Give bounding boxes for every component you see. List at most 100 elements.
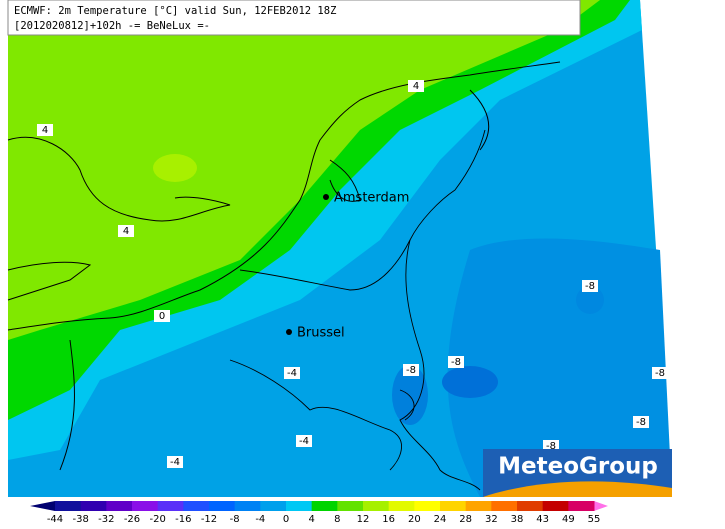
- contour-label-box: [652, 367, 668, 379]
- coast-continent: [7, 61, 561, 331]
- contour-label-box: [296, 435, 312, 447]
- colorbar-tick-label: 49: [562, 514, 575, 525]
- colorbar-segment: [183, 501, 210, 511]
- contour-label-box: [37, 124, 53, 136]
- border-nl-be: [239, 129, 486, 291]
- city-dot: [286, 329, 292, 335]
- city-dot: [323, 194, 329, 200]
- borders: [229, 129, 486, 491]
- colorbar-tick-label: -8: [230, 514, 240, 525]
- contour-label: -8: [406, 365, 416, 376]
- colorbar-tick-label: 0: [283, 514, 289, 525]
- contour-label: -8: [546, 441, 556, 452]
- contour-label: -8: [585, 281, 595, 292]
- map-fields: [8, 0, 672, 497]
- contour-labels: 4 4 4 0 -8 -8 -8 -4 -8 -8 -4 -4 -8: [37, 80, 668, 468]
- colorbar-tick-label: 38: [511, 514, 524, 525]
- contour-label-box: [633, 416, 649, 428]
- field-lightgreen: [8, 0, 600, 340]
- contour-label: 4: [123, 226, 129, 237]
- colorbar-segment: [440, 501, 467, 511]
- coast-east: [469, 89, 490, 151]
- colorbar-segment: [80, 501, 107, 511]
- logo-text: MeteoGroup: [498, 454, 658, 480]
- colorbar-arrow-low: [30, 501, 55, 511]
- contour-label: 0: [159, 311, 165, 322]
- logo-swoosh: [483, 481, 672, 497]
- colorbar-segment: [55, 501, 82, 511]
- cold-spot: [392, 365, 428, 425]
- colorbar-tick-label: 20: [408, 514, 421, 525]
- colorbar-segment: [106, 501, 133, 511]
- colorbar-tick-label: -26: [124, 514, 140, 525]
- colorbar-tick-label: 12: [357, 514, 370, 525]
- colorbar-tick-label: -20: [149, 514, 165, 525]
- colorbar-tick-label: -44: [47, 514, 63, 525]
- contour-label-box: [284, 367, 300, 379]
- cold-spot: [442, 366, 498, 398]
- colorbar-tick-label: -12: [201, 514, 217, 525]
- colorbar-segment: [465, 501, 492, 511]
- coast-ijsselmeer: [329, 159, 361, 202]
- colorbar-tick-label: 4: [308, 514, 314, 525]
- contour-label: -4: [299, 436, 309, 447]
- colorbar-arrow-high: [594, 501, 608, 511]
- colorbar-segment: [132, 501, 159, 511]
- colorbar-segment: [517, 501, 544, 511]
- cold-spot: [576, 286, 604, 314]
- field-darkblue: [447, 238, 672, 497]
- colorbar-tick-label: -4: [255, 514, 265, 525]
- colorbar-segment: [388, 501, 415, 511]
- contour-label: 4: [413, 81, 419, 92]
- border-lux: [399, 389, 415, 421]
- colorbar-segment: [260, 501, 287, 511]
- colorbar-segment: [234, 501, 261, 511]
- header-line: ECMWF: 2m Temperature [°C] valid Sun, 12…: [14, 5, 336, 17]
- colorbar-tick-label: -38: [72, 514, 88, 525]
- colorbar-segment: [363, 501, 390, 511]
- coast-england: [7, 136, 231, 222]
- colorbar-tick-label: 16: [382, 514, 395, 525]
- colorbar-tick-label: 8: [334, 514, 340, 525]
- colorbar-segment: [157, 501, 184, 511]
- colorbar-tick-label: 43: [536, 514, 549, 525]
- colorbar-tick-label: -16: [175, 514, 191, 525]
- colorbar-tick-label: 55: [588, 514, 601, 525]
- colorbar-segment: [209, 501, 236, 511]
- contour-label: -8: [451, 357, 461, 368]
- colorbar-segment: [286, 501, 313, 511]
- colorbar-tick-label: 32: [485, 514, 498, 525]
- header-box: [7, 0, 581, 36]
- colorbar-segment: [491, 501, 518, 511]
- colorbar-tick-label: 24: [434, 514, 447, 525]
- header-line: [2012020812]+102h -= BeNeLux =-: [14, 20, 210, 32]
- colorbar-segment: [311, 501, 338, 511]
- contour-label-box: [154, 310, 170, 322]
- colorbar: -44 -38 -32 -26 -20 -16 -12 -8 -4 0 4 8 12 16 20 24 28 32…: [30, 501, 608, 525]
- contour-label-box: [582, 280, 598, 292]
- coast-england: [7, 261, 92, 301]
- contour-label: -8: [636, 417, 646, 428]
- city-label: Brussel: [297, 326, 345, 341]
- colorbar-segment: [542, 501, 569, 511]
- colorbar-tick-label: 28: [459, 514, 472, 525]
- colorbar-segment: [414, 501, 441, 511]
- contour-label-box: [403, 364, 419, 376]
- city-label: Amsterdam: [334, 191, 409, 206]
- colorbar-tick-label: -32: [98, 514, 114, 525]
- contour-label: -4: [170, 457, 180, 468]
- contour-label-box: [118, 225, 134, 237]
- contour-label: -4: [287, 368, 297, 379]
- border-de: [399, 239, 481, 491]
- colorbar-segment: [337, 501, 364, 511]
- border-fr-be: [229, 359, 402, 471]
- warm-spot: [153, 154, 197, 182]
- contour-label-box: [448, 356, 464, 368]
- logo: MeteoGroup: [483, 449, 672, 497]
- contour-label: 4: [42, 125, 48, 136]
- contour-label: -8: [655, 368, 665, 379]
- contour-label-box: [408, 80, 424, 92]
- colorbar-segment: [568, 501, 595, 511]
- contour-label-box: [167, 456, 183, 468]
